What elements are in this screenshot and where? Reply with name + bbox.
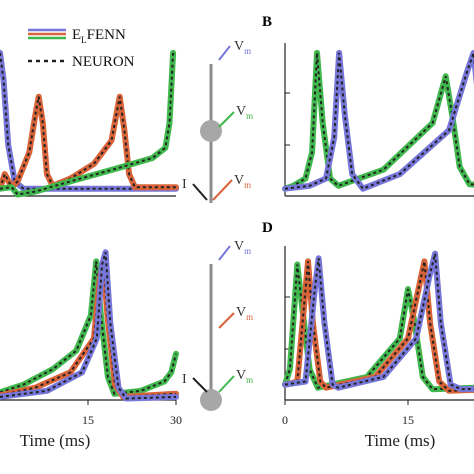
trace-d-orange-neuron [284,261,474,392]
electrode-green [218,375,235,393]
electrode-blue [218,245,231,261]
vm-label: Vm [234,173,251,190]
legend-elfenn-label: ELFENN [72,27,126,45]
panel-letter-b: B [262,14,272,30]
traces-layer [0,49,474,402]
electrode-orange [212,179,233,201]
panel-d-xtick-label: 0 [282,413,288,427]
neuron-diagram-bottom: Vm Vm Vm I [182,239,253,411]
electrode-green [218,111,235,128]
trace-b-green-neuron [284,52,474,190]
vm-label: Vm [234,239,251,256]
trace-c-green-elfenn [0,258,179,397]
vm-label: Vm [236,305,253,322]
panel-c-xtick-label: 30 [170,413,182,427]
panel-d-xtick-label: 15 [402,413,414,427]
trace-a-green-elfenn [0,49,177,198]
trace-a-green-neuron [0,52,175,196]
electrode-blue [218,45,231,61]
vm-label: Vm [234,39,251,56]
neuron-diagram-top: Vm Vm Vm I [182,39,253,203]
trace-b-green-elfenn [282,49,474,192]
electrode-orange [218,312,235,329]
trace-c-blue-neuron [0,251,177,400]
legend: ELFENN NEURON [28,27,135,70]
vm-label: Vm [236,104,253,121]
trace-a-blue-neuron [0,52,176,190]
trace-a-orange-neuron [0,96,176,190]
vm-label: Vm [236,368,253,385]
soma [200,120,222,142]
trace-d-blue-neuron [284,253,474,391]
current-label: I [182,177,187,192]
trace-b-blue-elfenn [282,49,474,192]
soma [200,389,222,411]
axes-layer [0,43,474,405]
legend-neuron-label: NEURON [72,54,135,70]
electrode-current [192,183,208,201]
x-axis-title-right: Time (ms) [365,431,436,450]
panel-letter-d: D [262,220,273,236]
electrode-current [192,377,208,393]
current-label: I [182,372,187,387]
x-axis-title-left: Time (ms) [20,431,91,450]
panel-c-xtick-label: 15 [82,413,94,427]
